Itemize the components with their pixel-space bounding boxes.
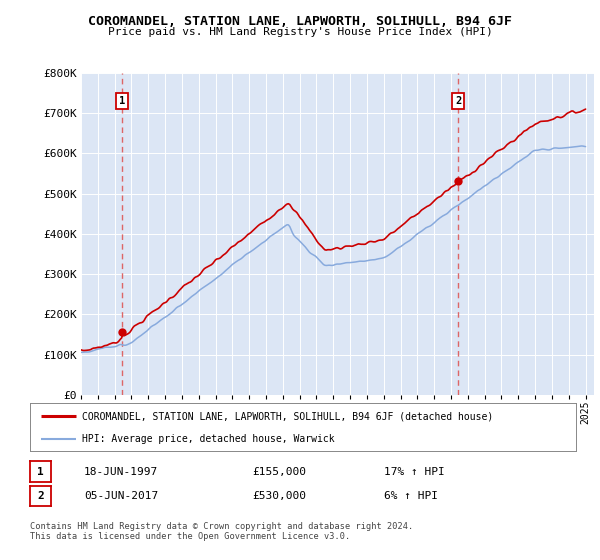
Text: £155,000: £155,000 <box>252 466 306 477</box>
Text: £530,000: £530,000 <box>252 491 306 501</box>
Text: 6% ↑ HPI: 6% ↑ HPI <box>384 491 438 501</box>
Text: 1: 1 <box>37 466 44 477</box>
Text: COROMANDEL, STATION LANE, LAPWORTH, SOLIHULL, B94 6JF: COROMANDEL, STATION LANE, LAPWORTH, SOLI… <box>88 15 512 27</box>
Text: 05-JUN-2017: 05-JUN-2017 <box>84 491 158 501</box>
Text: HPI: Average price, detached house, Warwick: HPI: Average price, detached house, Warw… <box>82 434 334 444</box>
Text: Price paid vs. HM Land Registry's House Price Index (HPI): Price paid vs. HM Land Registry's House … <box>107 27 493 37</box>
Text: 17% ↑ HPI: 17% ↑ HPI <box>384 466 445 477</box>
Text: Contains HM Land Registry data © Crown copyright and database right 2024.: Contains HM Land Registry data © Crown c… <box>30 522 413 531</box>
Text: COROMANDEL, STATION LANE, LAPWORTH, SOLIHULL, B94 6JF (detached house): COROMANDEL, STATION LANE, LAPWORTH, SOLI… <box>82 411 493 421</box>
Text: 2: 2 <box>455 96 461 106</box>
Text: This data is licensed under the Open Government Licence v3.0.: This data is licensed under the Open Gov… <box>30 532 350 541</box>
Text: 2: 2 <box>37 491 44 501</box>
Text: 1: 1 <box>119 96 125 106</box>
Text: 18-JUN-1997: 18-JUN-1997 <box>84 466 158 477</box>
